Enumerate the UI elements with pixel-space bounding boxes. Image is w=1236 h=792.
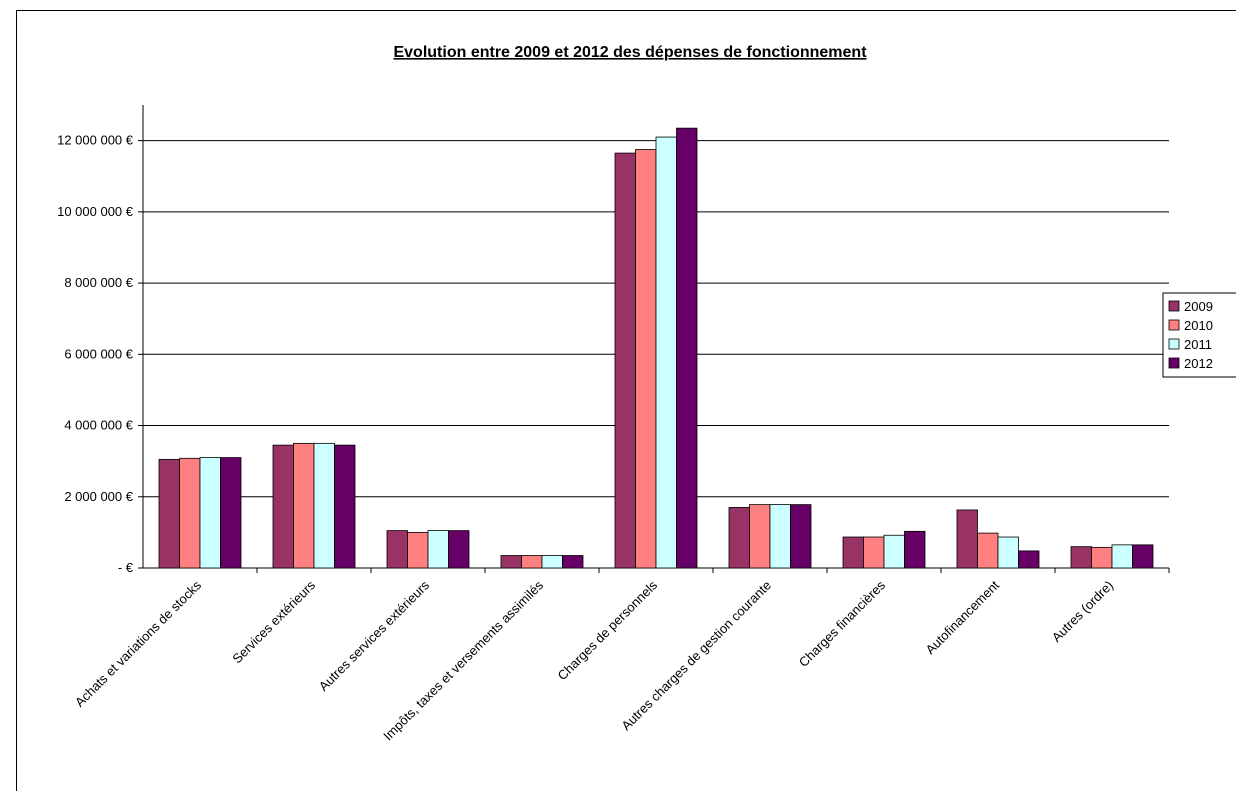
y-tick-label: 4 000 000 €: [64, 418, 133, 433]
bar-2009: [272, 444, 294, 569]
bar-2012: [448, 530, 470, 569]
bar-2012: [1018, 550, 1040, 569]
y-tick-label: 2 000 000 €: [64, 489, 133, 504]
bar-2011: [769, 504, 791, 569]
legend-label-2011: 2011: [1184, 337, 1212, 352]
y-tick-label: 6 000 000 €: [64, 346, 133, 361]
bar-2009: [956, 509, 978, 569]
legend-swatch-2012: [1168, 357, 1180, 369]
bar-2011: [199, 457, 221, 569]
category-label: Charges financières: [796, 577, 889, 670]
plot-area: - € 2 000 000 € 4 000 000 € 6 000 000 € 8 00…: [57, 105, 1170, 743]
bar-2012: [334, 444, 356, 569]
bar-2012: [904, 530, 926, 569]
bar-2010: [179, 457, 201, 569]
bar-2010: [521, 555, 543, 569]
legend: 2009 2010 2011 2012: [1162, 292, 1236, 378]
chart-frame: Evolution entre 2009 et 2012 des dépense…: [16, 10, 1236, 791]
category-label: Autres services extérieurs: [316, 577, 433, 694]
bar-2010: [749, 504, 771, 569]
bar-2011: [313, 442, 335, 569]
bar-2009: [614, 152, 636, 569]
bar-2009: [158, 458, 180, 569]
legend-label-2009: 2009: [1184, 299, 1213, 314]
category-label: Autres (ordre): [1049, 578, 1116, 645]
bar-2012: [676, 127, 698, 569]
bar-2010: [977, 532, 999, 569]
bar-2011: [541, 555, 563, 569]
legend-swatch-2011: [1168, 338, 1180, 350]
bar-2009: [1070, 546, 1092, 569]
bar-2010: [863, 536, 885, 569]
bar-2011: [883, 534, 905, 569]
bar-2011: [1111, 544, 1133, 569]
y-tick-label: 10 000 000 €: [57, 204, 134, 219]
legend-swatch-2010: [1168, 319, 1180, 331]
bar-2010: [1091, 546, 1113, 569]
legend-label-2010: 2010: [1184, 318, 1213, 333]
bar-2010: [635, 149, 657, 569]
legend-swatch-2009: [1168, 300, 1180, 312]
category-label: Charges de personnels: [554, 577, 660, 683]
bar-2009: [728, 507, 750, 569]
category-label: Autofinancement: [923, 577, 1003, 657]
bar-2012: [1132, 544, 1154, 569]
bar-2011: [427, 530, 449, 569]
bar-2010: [407, 531, 429, 569]
y-tick-label: 8 000 000 €: [64, 275, 133, 290]
bar-2011: [997, 536, 1019, 569]
y-tick-label: - €: [118, 560, 134, 575]
legend-label-2012: 2012: [1184, 356, 1213, 371]
bar-2010: [293, 442, 315, 569]
bar-2009: [386, 530, 408, 569]
bar-2012: [790, 504, 812, 569]
y-tick-label: 12 000 000 €: [57, 133, 134, 148]
bar-2009: [842, 536, 864, 569]
bar-2011: [655, 136, 677, 569]
bar-2009: [500, 555, 522, 569]
category-label: Services extérieurs: [229, 577, 318, 666]
bar-2012: [562, 555, 584, 569]
category-label: Achats et variations de stocks: [72, 577, 205, 710]
chart-svg: Evolution entre 2009 et 2012 des dépense…: [57, 44, 1236, 743]
bar-2012: [220, 457, 242, 569]
chart-title: Evolution entre 2009 et 2012 des dépense…: [393, 44, 867, 61]
